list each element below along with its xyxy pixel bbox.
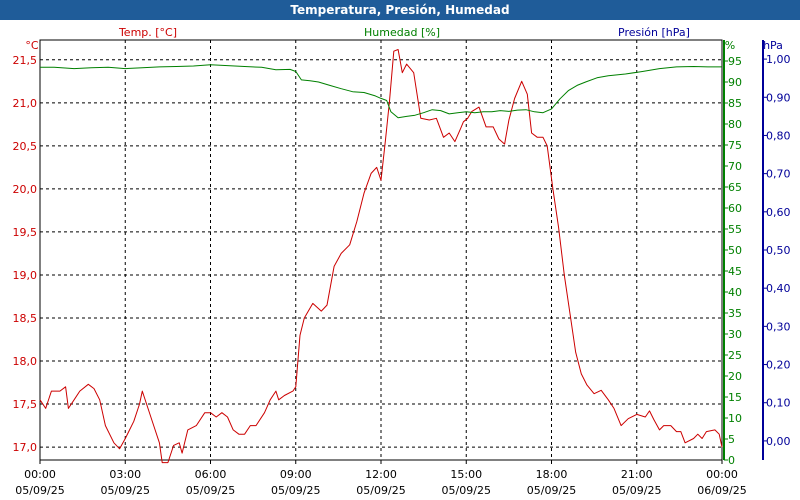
x-tick-date: 05/09/25	[612, 484, 661, 497]
temp-tick-label: 20,5	[13, 140, 38, 153]
pressure-tick-label: 0,00	[766, 435, 791, 448]
pressure-tick-label: 0,10	[766, 397, 791, 410]
x-tick-date: 05/09/25	[186, 484, 235, 497]
pressure-tick-label: 0,50	[766, 244, 791, 257]
humidity-tick-label: 70	[728, 160, 742, 173]
humidity-tick-label: 0	[728, 454, 735, 467]
chart-title: Temperatura, Presión, Humedad	[0, 0, 800, 20]
temp-tick-label: 18,5	[13, 312, 38, 325]
temp-tick-label: 21,0	[13, 97, 38, 110]
x-tick-label: 18:00	[536, 468, 568, 481]
x-tick-date: 05/09/25	[356, 484, 405, 497]
pressure-axis-unit: hPa	[763, 39, 783, 52]
pressure-tick-label: 0,60	[766, 206, 791, 219]
pressure-tick-label: 0,30	[766, 320, 791, 333]
humidity-tick-label: 40	[728, 286, 742, 299]
temp-tick-label: 19,0	[13, 269, 38, 282]
humidity-tick-label: 30	[728, 328, 742, 341]
x-tick-date: 05/09/25	[527, 484, 576, 497]
temp-tick-label: 21,5	[13, 54, 38, 67]
humidity-tick-label: 15	[728, 391, 742, 404]
humidity-tick-label: 75	[728, 139, 742, 152]
x-tick-label: 03:00	[109, 468, 141, 481]
temp-axis-unit: °C	[25, 39, 39, 52]
humidity-tick-label: 5	[728, 433, 735, 446]
x-tick-label: 12:00	[365, 468, 397, 481]
humidity-tick-label: 10	[728, 412, 742, 425]
humidity-tick-label: 25	[728, 349, 742, 362]
axes: 00:00 05/09/25 03:00 05/09/25 06:00 05/09/25 0…	[13, 40, 791, 497]
humidity-tick-label: 45	[728, 265, 742, 278]
pressure-tick-label: 0,20	[766, 359, 791, 372]
humidity-tick-label: 80	[728, 118, 742, 131]
temperature-line	[39, 49, 723, 464]
humidity-axis-label: Humedad [%]	[364, 26, 440, 39]
humidity-tick-label: 55	[728, 223, 742, 236]
humidity-tick-label: 50	[728, 244, 742, 257]
pressure-tick-label: 0,80	[766, 129, 791, 142]
humidity-tick-label: 85	[728, 97, 742, 110]
humidity-tick-label: 20	[728, 370, 742, 383]
x-tick-date: 05/09/25	[101, 484, 150, 497]
humidity-axis-unit: %	[725, 39, 735, 52]
x-tick-label: 06:00	[195, 468, 227, 481]
pressure-tick-label: 0,40	[766, 282, 791, 295]
series-layer	[39, 49, 723, 464]
humidity-tick-label: 95	[728, 55, 742, 68]
temp-tick-label: 19,5	[13, 226, 38, 239]
grid	[39, 39, 723, 461]
x-tick-label: 21:00	[621, 468, 653, 481]
x-tick-date: 05/09/25	[15, 484, 64, 497]
pressure-tick-label: 1,00	[766, 53, 791, 66]
x-tick-label: 15:00	[450, 468, 482, 481]
humidity-tick-label: 60	[728, 202, 742, 215]
x-tick-label: 09:00	[280, 468, 312, 481]
pressure-axis-label: Presión [hPa]	[618, 26, 690, 39]
x-tick-label: 00:00	[24, 468, 56, 481]
pressure-tick-label: 0,90	[766, 91, 791, 104]
x-tick-date: 06/09/25	[697, 484, 746, 497]
temp-tick-label: 20,0	[13, 183, 38, 196]
temp-tick-label: 17,5	[13, 398, 38, 411]
humidity-line	[40, 64, 722, 119]
pressure-tick-label: 0,70	[766, 168, 791, 181]
temp-tick-label: 18,0	[13, 355, 38, 368]
humidity-tick-label: 35	[728, 307, 742, 320]
humidity-tick-label: 90	[728, 76, 742, 89]
x-tick-date: 05/09/25	[442, 484, 491, 497]
x-tick-label: 00:00	[706, 468, 738, 481]
chart-canvas: 00:00 05/09/25 03:00 05/09/25 06:00 05/09/25 0…	[13, 26, 791, 497]
temp-tick-label: 17,0	[13, 441, 38, 454]
humidity-tick-label: 65	[728, 181, 742, 194]
x-tick-date: 05/09/25	[271, 484, 320, 497]
temp-axis-label: Temp. [°C]	[118, 26, 177, 39]
